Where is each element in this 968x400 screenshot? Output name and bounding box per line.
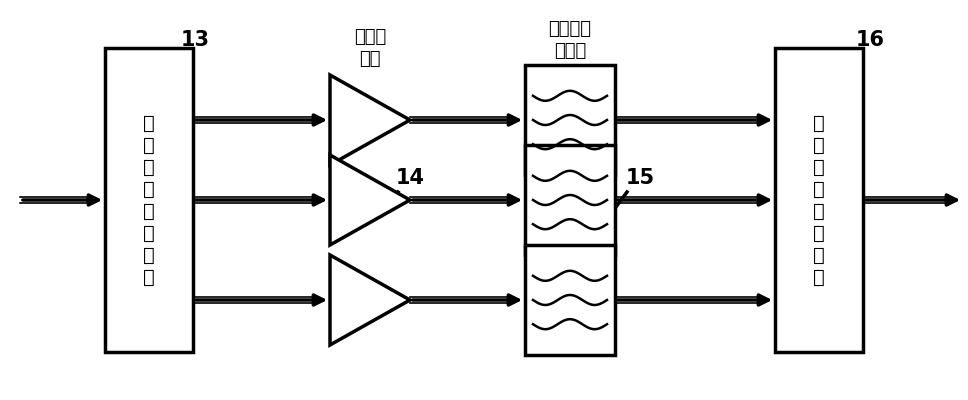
Text: 16: 16	[856, 30, 885, 50]
Text: 14: 14	[396, 168, 425, 188]
Text: 电预放
大器: 电预放 大器	[354, 28, 386, 68]
Text: 第
一
多
通
道
电
开
关: 第 一 多 通 道 电 开 关	[143, 114, 155, 286]
Text: 13: 13	[180, 30, 209, 50]
Bar	[105, 48, 193, 352]
Bar	[775, 48, 863, 352]
Bar	[525, 145, 615, 255]
Bar	[525, 245, 615, 355]
Text: 频段预选
滤波器: 频段预选 滤波器	[549, 20, 591, 60]
Polygon shape	[330, 255, 410, 345]
Bar	[525, 65, 615, 175]
Text: 第
二
多
通
道
电
开
关: 第 二 多 通 道 电 开 关	[813, 114, 825, 286]
Polygon shape	[330, 75, 410, 165]
Polygon shape	[330, 155, 410, 245]
Text: 15: 15	[625, 168, 654, 188]
